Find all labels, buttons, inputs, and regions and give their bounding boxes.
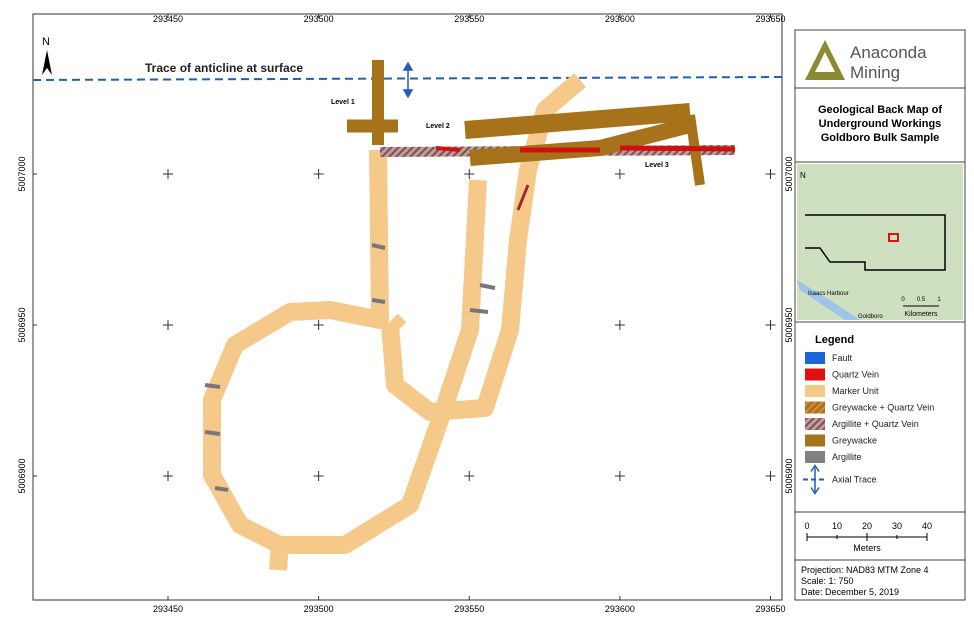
level-label: Level 2: [426, 123, 450, 130]
grid-cross: [765, 471, 776, 481]
legend-label: Greywacke + Quartz Vein: [832, 403, 934, 413]
panel-title: Goldboro Bulk Sample: [821, 132, 940, 144]
grid-cross: [313, 169, 324, 179]
scale-tick: 30: [892, 521, 902, 531]
easting-label: 293600: [605, 604, 635, 614]
easting-label: 293550: [454, 604, 484, 614]
northing-label: 5006900: [17, 458, 27, 493]
legend-swatch: [805, 368, 825, 381]
inset-map: [797, 164, 963, 320]
grid-cross: [614, 471, 625, 481]
grid-cross: [614, 169, 625, 179]
easting-label: 293500: [304, 14, 334, 24]
inset-boundary: [805, 214, 946, 271]
level-label: Level 3: [645, 162, 669, 169]
legend-label: Greywacke: [832, 436, 877, 446]
easting-label: 293450: [153, 604, 183, 614]
grid-cross: [163, 320, 173, 330]
scale-tick: 10: [832, 521, 842, 531]
logo-text: Anaconda: [850, 43, 927, 62]
grid-cross: [163, 471, 173, 481]
panel-frames: [794, 29, 966, 601]
grid-cross: [313, 320, 324, 330]
legend-swatch: [805, 434, 825, 447]
easting-label: 293600: [605, 14, 635, 24]
legend-label: Marker Unit: [832, 386, 879, 396]
legend-swatch: [805, 385, 825, 397]
legend-title: Legend: [815, 334, 854, 346]
inset-scale-tick: 1: [937, 297, 941, 303]
legend-label: Axial Trace: [832, 475, 877, 485]
easting-label: 293650: [755, 604, 785, 614]
inset-scale-unit: Kilometers: [904, 311, 938, 318]
scale-tick: 0: [804, 521, 809, 531]
grid-cross: [464, 471, 475, 481]
grid-cross: [765, 169, 776, 179]
axial-trace: [32, 76, 783, 81]
legend-swatch: [810, 464, 820, 495]
legend-swatch: [805, 451, 825, 463]
northing-label: 5006950: [17, 307, 27, 342]
north-arrow: [42, 50, 52, 75]
legend-label: Argillite + Quartz Vein: [832, 419, 919, 429]
scale-unit: Meters: [853, 543, 881, 553]
axial-symbol: [402, 61, 414, 99]
easting-label: 293550: [454, 14, 484, 24]
legend-swatch: [805, 352, 825, 364]
inset-north: N: [800, 171, 806, 180]
note: Projection: NAD83 MTM Zone 4: [801, 565, 929, 575]
inset-water: [797, 280, 860, 320]
legend-label: Fault: [832, 353, 853, 363]
north-label: N: [42, 36, 50, 48]
logo-mark: [805, 40, 845, 80]
inset-scale-tick: 0: [901, 297, 905, 303]
legend: Fault Quartz Vein Marker Unit Greywacke + Q…: [803, 352, 934, 495]
grid: 293450 293450 293500 293500 293550 293550 2936…: [17, 14, 794, 614]
panel-title: Geological Back Map of: [818, 104, 942, 116]
legend-label: Argillite: [832, 452, 862, 462]
grid-cross: [313, 471, 324, 481]
easting-label: 293500: [304, 604, 334, 614]
inset-site: [888, 233, 899, 242]
legend-swatch: [805, 401, 825, 414]
easting-label: 293450: [153, 14, 183, 24]
note: Date: December 5, 2019: [801, 587, 899, 597]
logo-text: Mining: [850, 63, 900, 82]
legend-swatch: [805, 418, 825, 430]
northing-label: 5006900: [784, 458, 794, 493]
workings: [203, 60, 736, 571]
northing-label: 5007000: [784, 156, 794, 191]
grid-cross: [765, 320, 776, 330]
grid-cross: [163, 169, 173, 179]
grid-cross: [464, 169, 475, 179]
grid-cross: [614, 320, 625, 330]
northing-label: 5006950: [784, 307, 794, 342]
scale-ticks: 0 10 20 30 40: [804, 521, 932, 531]
scale-tick: 40: [922, 521, 932, 531]
northing-label: 5007000: [17, 156, 27, 191]
anticline-label: Trace of anticline at surface: [145, 61, 303, 75]
inset-place: Goldboro: [858, 314, 883, 320]
easting-label: 293650: [755, 14, 785, 24]
inset-scale-tick: 0.5: [917, 297, 926, 303]
legend-label: Quartz Vein: [832, 370, 879, 380]
note: Scale: 1: 750: [801, 576, 854, 586]
inset-place: Isaacs Harbour: [808, 291, 849, 297]
panel-title: Underground Workings: [819, 118, 942, 130]
scale-tick: 20: [862, 521, 872, 531]
scale-bar: [806, 533, 928, 541]
level-label: Level 1: [331, 99, 355, 106]
